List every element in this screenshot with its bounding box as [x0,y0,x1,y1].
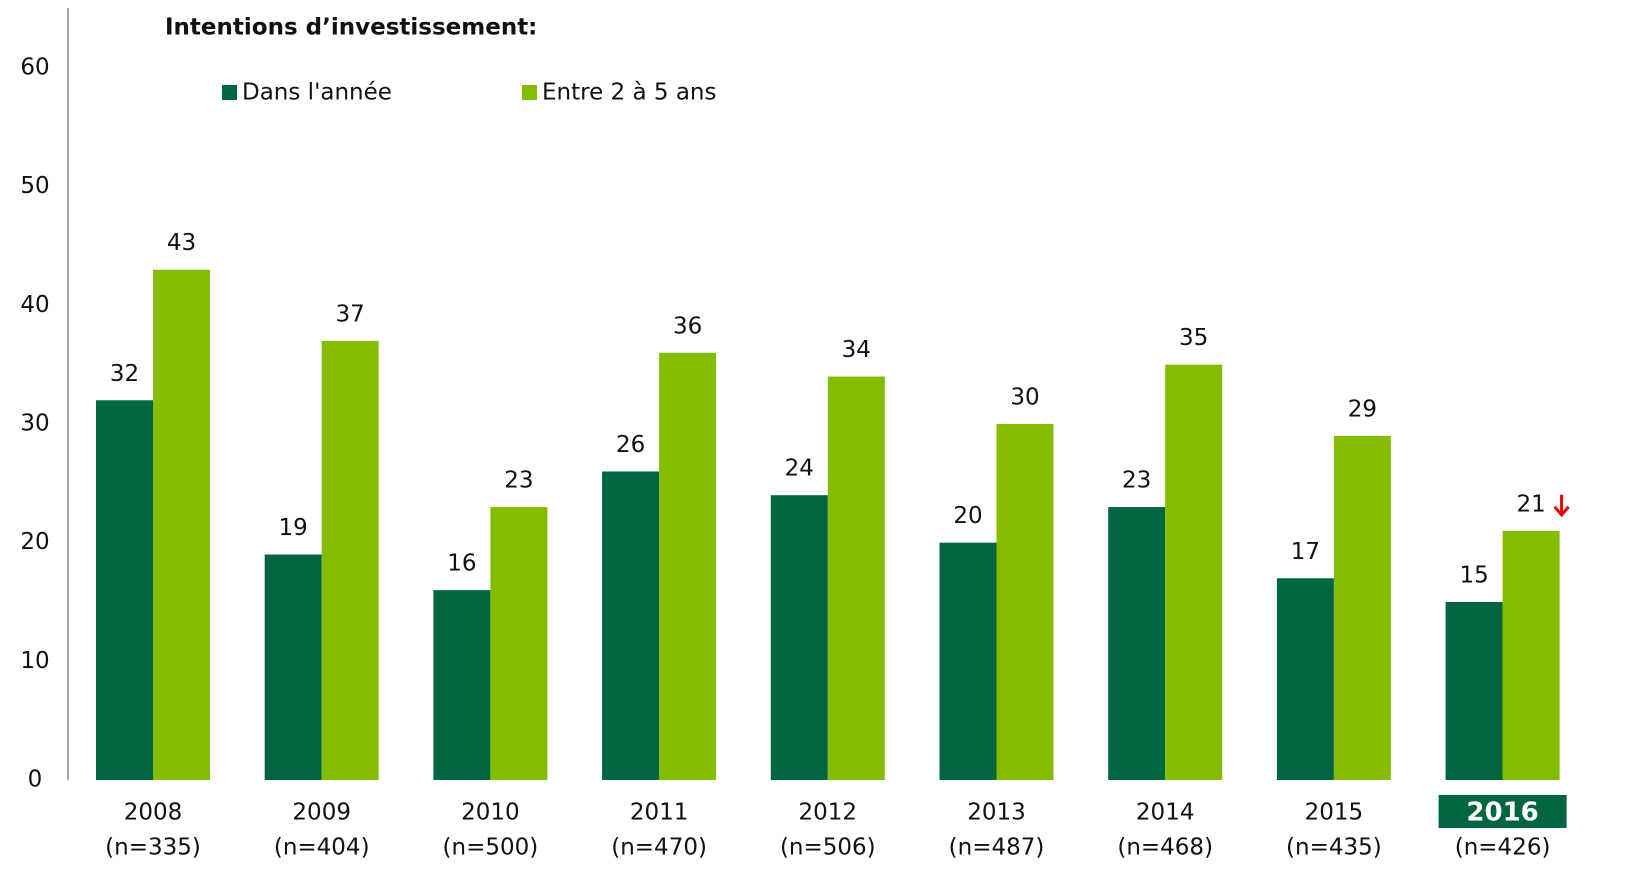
bar [490,507,548,780]
data-label: 23 [1122,468,1151,494]
x-tick-sublabel: (n=500) [443,835,539,861]
x-tick-label: 2011 [630,800,689,826]
highlight-box [1438,795,1567,828]
y-tick-label: 10 [20,648,49,674]
data-label: 29 [1348,396,1377,422]
data-label: 20 [953,503,982,529]
legend-label: Entre 2 à 5 ans [542,80,717,106]
x-tick-sublabel: (n=335) [105,835,201,861]
x-tick-sublabel: (n=426) [1455,835,1551,861]
bar [659,352,717,780]
data-label: 43 [167,230,196,256]
legend-label: Dans l'année [242,80,392,106]
x-tick-label: 2014 [1136,800,1195,826]
bar [96,400,153,780]
y-tick-label: 60 [20,55,49,81]
bar [1276,578,1334,780]
bar [1445,602,1503,780]
bar [602,471,660,780]
data-label: 15 [1459,563,1488,589]
bar [433,590,491,780]
data-label: 16 [447,551,476,577]
x-tick-label: 2008 [124,800,183,826]
y-tick-label: 0 [28,767,43,793]
x-tick-sublabel: (n=468) [1117,835,1213,861]
x-tick-sublabel: (n=506) [780,835,876,861]
data-label: 26 [616,432,645,458]
data-label: 24 [785,456,814,482]
x-tick-sublabel: (n=435) [1286,835,1382,861]
x-tick-label: 2016 [1466,798,1538,828]
bar [1502,530,1560,780]
data-label: 32 [110,361,139,387]
bar [996,424,1054,780]
chart-title: Intentions d’investissement: [165,15,537,41]
y-tick-label: 40 [20,292,49,318]
decline-arrow [1553,494,1570,518]
data-label: 19 [279,515,308,541]
bar [153,269,210,780]
x-tick-label: 2015 [1305,800,1364,826]
x-tick-label: 2009 [292,800,351,826]
data-label: 30 [1010,385,1039,411]
data-label: 36 [673,313,702,339]
bar [770,495,828,780]
data-label: 23 [504,468,533,494]
data-label: 34 [842,337,871,363]
x-tick-sublabel: (n=487) [949,835,1045,861]
x-tick-sublabel: (n=470) [611,835,707,861]
data-label: 21 [1516,491,1545,517]
x-tick-sublabel: (n=404) [274,835,370,861]
bar [1165,364,1223,780]
x-tick-label: 2010 [461,800,520,826]
data-label: 35 [1179,325,1208,351]
bar [827,376,885,780]
x-tick-label: 2012 [799,800,858,826]
data-label: 17 [1291,539,1320,565]
legend-swatch [522,85,537,100]
bar [939,542,997,780]
y-tick-label: 30 [20,411,49,437]
bar [1333,435,1391,780]
bar [1108,507,1166,780]
y-tick-label: 20 [20,529,49,555]
bar [264,554,322,780]
legend-swatch [222,85,237,100]
data-label: 37 [336,301,365,327]
y-tick-label: 50 [20,173,49,199]
bar [321,340,379,780]
x-tick-label: 2013 [967,800,1026,826]
